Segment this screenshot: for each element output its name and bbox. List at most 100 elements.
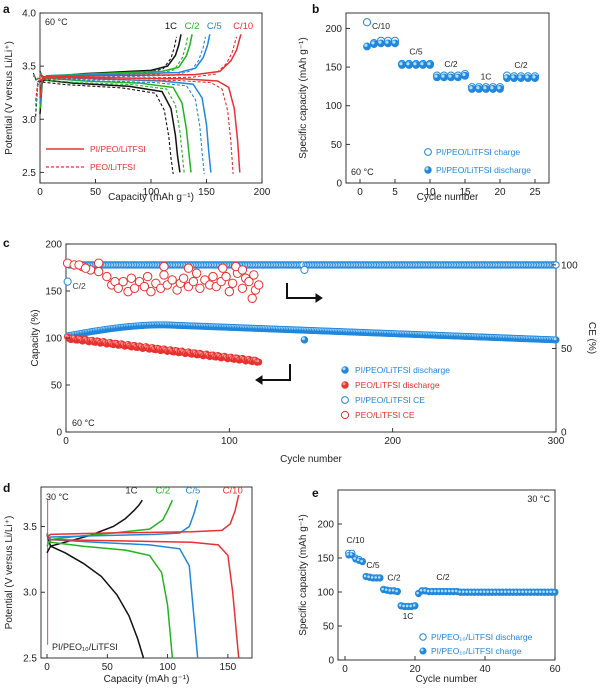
rate-label-0: C/10 (347, 535, 365, 545)
charge-point-highlight (395, 589, 398, 593)
charge-point-highlight (538, 590, 542, 593)
discharge-point-highlight (392, 40, 396, 44)
series-C/10-discharge-line (39, 73, 241, 173)
discharge-point-highlight (476, 86, 480, 90)
charge-point-highlight (426, 589, 430, 593)
charge-point (376, 575, 384, 582)
legend-discharge-marker-highlight (425, 167, 429, 171)
discharge-point-highlight (497, 86, 501, 90)
charge-point-highlight (356, 558, 360, 562)
y-tick-label: 0 (56, 428, 62, 439)
charge-point-highlight (468, 590, 472, 593)
peo-ce-point (227, 278, 238, 288)
panel-d-ylabel: Potential (V versus Li/Li⁺) (4, 516, 15, 630)
charge-point-highlight (398, 603, 402, 607)
x-tick-label: 200 (254, 187, 271, 198)
peo-ce-point (218, 263, 228, 273)
peo-discharge-point-highlight (256, 359, 260, 363)
panel-c-temperature: 60 °C (72, 418, 95, 428)
charge-point-highlight (416, 591, 419, 595)
legend-pi-ce-marker (341, 396, 349, 404)
panel-e-frame (337, 489, 556, 661)
peo-ce-point (80, 263, 91, 273)
panel-c-letter: c (3, 236, 10, 250)
discharge-point-highlight (406, 62, 410, 66)
discharge-point (489, 85, 497, 93)
charge-point-highlight (370, 576, 374, 579)
x-tick-label: 40 (479, 664, 491, 675)
panel-b-frame (345, 12, 550, 184)
y-tick-label: 0 (336, 179, 342, 190)
y-tick-label: 0 (328, 656, 334, 667)
charge-point-highlight (381, 587, 384, 591)
panel-e-ylabel: Specific capacity (mAh g⁻¹) (298, 514, 309, 635)
peo-ce-point (224, 286, 235, 297)
discharge-point-highlight (490, 86, 494, 90)
legend-discharge-marker (419, 633, 427, 641)
legend-pi-discharge: PI/PEO/LiTFSI discharge (355, 365, 450, 375)
charge-point-highlight (444, 589, 447, 593)
peo-ce-point (113, 283, 123, 293)
charge-point-highlight (377, 576, 381, 579)
series-1C-peo-discharge-line (32, 72, 174, 175)
discharge-point (391, 39, 399, 48)
x-tick-label: 15 (459, 187, 471, 198)
y-tick-label: 50 (51, 381, 63, 392)
rate-label-1: C/5 (366, 560, 380, 570)
charge-point-highlight (454, 589, 458, 593)
peo-ce-point (118, 276, 128, 287)
charge-point-highlight (405, 604, 409, 608)
peo-ce-point (237, 265, 248, 275)
peo-ce-point (142, 271, 153, 282)
discharge-point (524, 74, 532, 83)
series-label-C/5: C/5 (207, 21, 222, 32)
charge-point-highlight (514, 590, 517, 593)
charge-point-highlight (475, 590, 479, 593)
charge-point-highlight (437, 589, 440, 593)
charge-point-highlight (430, 589, 433, 593)
legend-charge: PI/PEO/LiTFSI charge (436, 147, 520, 157)
series-C/10-peo-charge-line (35, 36, 238, 101)
legend-charge-marker (419, 647, 427, 655)
charge-point (362, 18, 372, 27)
y-tick-label: 100 (325, 101, 342, 112)
series-C/2-peo-discharge-line (32, 73, 185, 175)
discharge-point (475, 85, 483, 93)
y-tick-label: 150 (325, 63, 342, 74)
charge-point-highlight (461, 590, 465, 593)
charge-point-highlight (360, 559, 363, 563)
panel-b-letter: b (312, 2, 319, 16)
charge-point-highlight (500, 590, 503, 593)
peo-ce-point (126, 273, 137, 283)
charge-point-highlight (542, 590, 545, 593)
panel-a: a 60 °C 1C C/2 C/5 C/10 PI/PEO/LiTFSI PEO/LiTFS… (3, 2, 271, 203)
discharge-point (433, 73, 441, 82)
charge-point-highlight (447, 589, 451, 593)
x-tick-label: 60 (549, 664, 561, 675)
charge-point-highlight (451, 589, 454, 593)
x-tick-label: 20 (494, 187, 506, 198)
legend-discharge: PI/PEO₁₀/LiTFSI discharge (431, 632, 533, 642)
ce-arrow (286, 283, 316, 299)
peo-ce-point (247, 293, 257, 304)
y-tick-label: 200 (45, 240, 62, 251)
discharge-point (398, 61, 406, 69)
charge-point-highlight (419, 589, 423, 592)
legend-discharge: PI/PEO/LiTFSI discharge (436, 165, 531, 175)
charge-point-highlight (517, 590, 521, 593)
legend-charge-marker-highlight (420, 648, 424, 652)
discharge-point-highlight (420, 62, 424, 66)
discharge-point (503, 74, 511, 83)
y-tick-label: 150 (45, 287, 62, 298)
panel-d-temperature: 30 °C (46, 492, 69, 502)
charge-point-highlight (549, 590, 552, 593)
x-tick-label: 5 (392, 187, 398, 198)
charge-point-highlight (531, 590, 535, 593)
panel-e-temperature: 30 °C (527, 494, 550, 504)
charge-point-highlight (440, 589, 444, 593)
charge-point-highlight (479, 590, 482, 593)
x-tick-label: 100 (159, 662, 176, 673)
charge-point-highlight (349, 552, 353, 556)
discharge-point (363, 42, 371, 51)
